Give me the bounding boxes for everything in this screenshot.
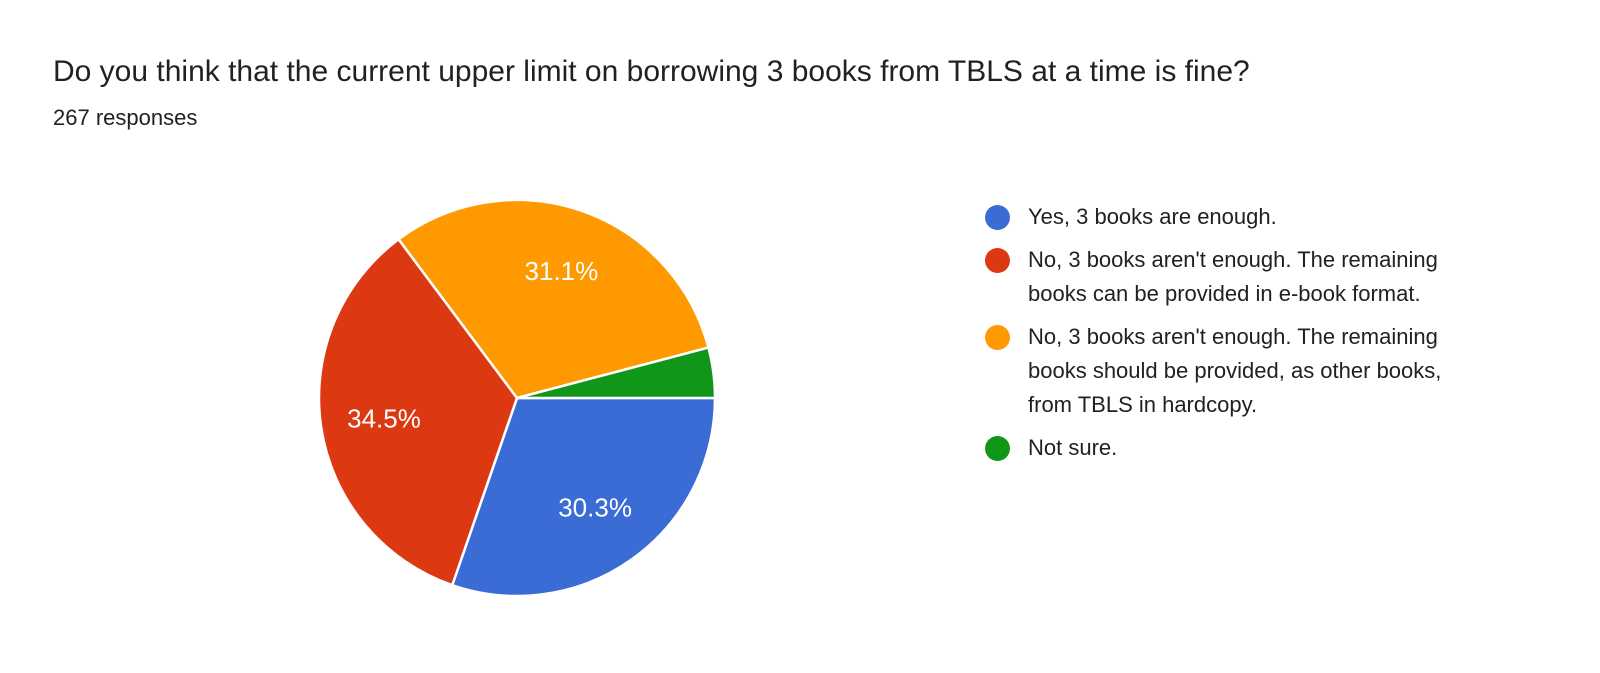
pie-slice-3[interactable]	[397, 198, 710, 400]
pie-slice-2[interactable]	[317, 238, 519, 587]
response-count: 267 responses	[53, 105, 198, 130]
pie-slice-label: 34.5%	[347, 404, 421, 434]
chart-title: Do you think that the current upper limi…	[53, 55, 1250, 88]
legend-item: No, 3 books aren't enough. The remaining…	[985, 243, 1495, 311]
pie-slice-label: 31.1%	[525, 256, 599, 286]
pie-chart: 30.3% 34.5% 31.1%	[317, 198, 717, 598]
pie-slice-4[interactable]	[515, 346, 717, 400]
legend-item: Yes, 3 books are enough.	[985, 200, 1495, 234]
legend-swatch-icon	[985, 325, 1010, 350]
legend-label: No, 3 books aren't enough. The remaining…	[1028, 247, 1438, 306]
pie-slice-1[interactable]	[451, 396, 717, 598]
legend-label: Not sure.	[1028, 435, 1118, 460]
legend: Yes, 3 books are enough. No, 3 books aren…	[985, 200, 1495, 465]
legend-item: Not sure.	[985, 431, 1495, 465]
legend-label: Yes, 3 books are enough.	[1028, 204, 1277, 229]
legend-swatch-icon	[985, 436, 1010, 461]
legend-swatch-icon	[985, 205, 1010, 230]
legend-item: No, 3 books aren't enough. The remaining…	[985, 320, 1495, 422]
legend-label: No, 3 books aren't enough. The remaining…	[1028, 324, 1442, 417]
legend-swatch-icon	[985, 248, 1010, 273]
pie-slice-label: 30.3%	[558, 493, 632, 523]
